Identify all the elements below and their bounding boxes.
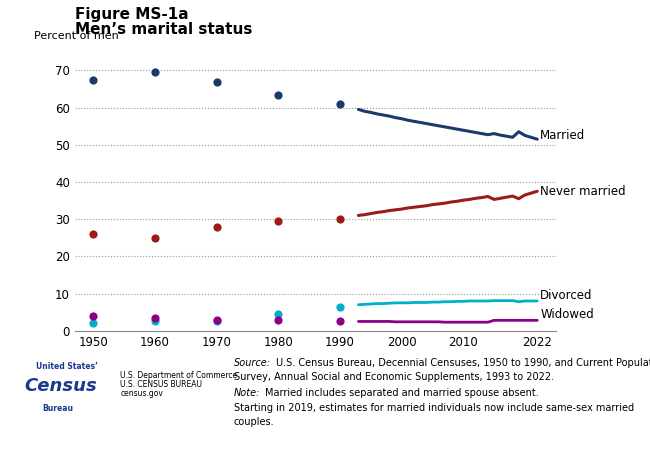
Text: Survey, Annual Social and Economic Supplements, 1993 to 2022.: Survey, Annual Social and Economic Suppl… [234,372,554,382]
Text: U.S. Census Bureau, Decennial Censuses, 1950 to 1990, and Current Population: U.S. Census Bureau, Decennial Censuses, … [276,358,650,368]
Point [273,91,283,98]
Point [150,68,160,76]
Text: Census: Census [25,377,98,395]
Text: Divorced: Divorced [540,289,593,302]
Text: Never married: Never married [540,185,626,198]
Text: Figure MS-1a: Figure MS-1a [75,7,188,22]
Point [150,314,160,321]
Point [273,310,283,318]
Point [88,312,98,319]
Text: Percent of men: Percent of men [34,31,118,40]
Point [211,318,222,325]
Point [273,316,283,323]
Point [335,303,345,310]
Text: United States’: United States’ [36,362,98,371]
Text: U.S. CENSUS BUREAU: U.S. CENSUS BUREAU [120,380,202,389]
Point [335,216,345,223]
Text: Note:: Note: [234,388,261,398]
Text: Widowed: Widowed [540,307,594,320]
Text: Starting in 2019, estimates for married individuals now include same-sex married: Starting in 2019, estimates for married … [234,403,634,413]
Point [211,316,222,323]
Text: Married includes separated and married spouse absent.: Married includes separated and married s… [265,388,539,398]
Point [88,76,98,83]
Text: Men’s marital status: Men’s marital status [75,22,252,36]
Text: Married: Married [540,129,586,142]
Point [335,318,345,325]
Text: Bureau: Bureau [42,404,73,413]
Point [150,318,160,325]
Point [150,234,160,241]
Point [335,100,345,108]
Text: U.S. Department of Commerce: U.S. Department of Commerce [120,371,237,380]
Point [88,320,98,327]
Point [211,223,222,230]
Point [211,78,222,85]
Text: couples.: couples. [234,417,274,427]
Text: Source:: Source: [234,358,271,368]
Text: census.gov: census.gov [120,389,163,398]
Point [273,217,283,225]
Point [88,230,98,238]
